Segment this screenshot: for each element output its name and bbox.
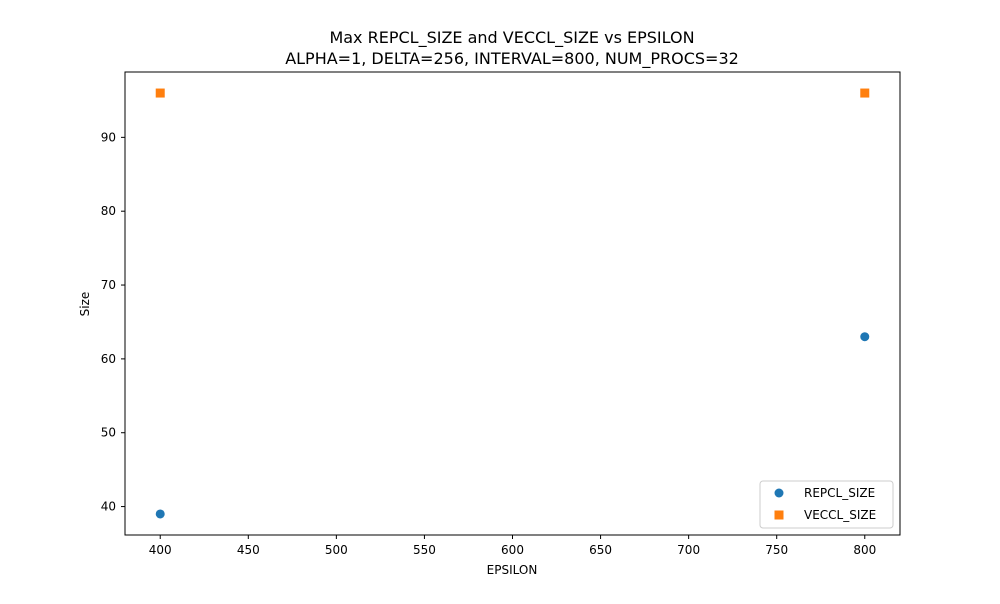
y-tick-label: 70 <box>101 278 116 292</box>
y-tick-label: 40 <box>101 500 116 514</box>
x-tick-label: 700 <box>677 543 700 557</box>
x-tick-label: 550 <box>413 543 436 557</box>
axis-ticks: 400 450 500 550 600 650 700 750 800 40 50 60 70 80 90 <box>101 130 877 557</box>
veccl-size-point <box>155 88 165 98</box>
legend-frame <box>759 480 894 529</box>
y-axis-label: Size <box>78 292 92 317</box>
x-tick-label: 600 <box>501 543 524 557</box>
plot-area-frame <box>124 71 901 536</box>
chart-subtitle: ALPHA=1, DELTA=256, INTERVAL=800, NUM_PR… <box>285 49 739 69</box>
x-tick-label: 500 <box>325 543 348 557</box>
x-tick-label: 400 <box>149 543 172 557</box>
x-tick-label: 450 <box>237 543 260 557</box>
repcl-size-point <box>860 332 870 342</box>
veccl-size-point <box>860 88 870 98</box>
y-tick-label: 90 <box>101 130 116 144</box>
x-tick-label: 650 <box>589 543 612 557</box>
y-tick-label: 50 <box>101 426 116 440</box>
legend-marker-repcl-size <box>774 488 784 498</box>
y-tick-label: 60 <box>101 352 116 366</box>
data-points <box>155 88 870 519</box>
repcl-size-point <box>155 509 165 519</box>
legend-label-veccl-size: VECCL_SIZE <box>804 508 876 522</box>
x-tick-label: 750 <box>765 543 788 557</box>
x-axis-label: EPSILON <box>487 563 538 577</box>
y-tick-label: 80 <box>101 204 116 218</box>
legend-label-repcl-size: REPCL_SIZE <box>804 486 875 500</box>
legend-marker-veccl-size <box>774 510 784 520</box>
legend: REPCL_SIZE VECCL_SIZE <box>759 480 894 529</box>
x-tick-label: 800 <box>853 543 876 557</box>
chart-title: Max REPCL_SIZE and VECCL_SIZE vs EPSILON <box>329 28 694 48</box>
